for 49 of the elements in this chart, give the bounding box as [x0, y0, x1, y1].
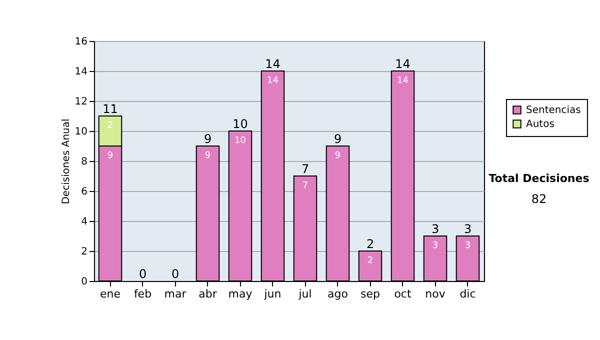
y-tick-label: 14	[74, 66, 88, 78]
total-label: 14	[395, 57, 410, 71]
text: Total Decisiones	[488, 172, 590, 185]
y-tick-label: 10	[74, 126, 88, 138]
x-tick-label: dic	[460, 288, 476, 300]
data-label: 10	[234, 136, 246, 146]
y-tick-label: 12	[74, 96, 88, 108]
x-tick-label: feb	[134, 288, 152, 300]
total-label: 0	[171, 267, 180, 281]
y-tick-label: 6	[81, 186, 88, 198]
data-label: 9	[204, 151, 211, 161]
data-label: 2	[367, 256, 374, 266]
total-label: 10	[232, 117, 248, 131]
total-label: 14	[265, 57, 280, 71]
total-label: 9	[334, 132, 342, 146]
y-tick-label: 4	[81, 216, 88, 228]
x-tick-label: may	[228, 288, 253, 300]
data-label: 9	[107, 151, 114, 161]
total-label: 11	[102, 102, 118, 116]
data-label: 2	[107, 121, 114, 131]
total-label: 7	[301, 162, 310, 176]
x-tick-label: sep	[360, 288, 380, 300]
data-label: 3	[464, 241, 471, 251]
total-label: 3	[431, 222, 440, 236]
x-tick-label: jul	[298, 288, 312, 300]
legend-label: Sentencias	[526, 105, 581, 116]
y-tick-label: 2	[81, 246, 88, 258]
data-label: 14	[267, 76, 279, 86]
data-label: 14	[397, 76, 409, 86]
x-tick-label: ago	[328, 288, 348, 300]
data-label: 3	[432, 241, 438, 251]
x-tick-label: ene	[100, 288, 121, 300]
total-label: 9	[204, 132, 212, 146]
y-tick-label: 16	[74, 36, 88, 48]
legend-label: Autos	[526, 119, 554, 130]
data-label: 7	[302, 181, 308, 191]
total-label: 0	[138, 267, 147, 281]
x-tick-label: abr	[198, 288, 218, 300]
total-label: 3	[464, 222, 472, 236]
x-tick-label: mar	[164, 288, 187, 300]
x-tick-label: oct	[394, 288, 412, 300]
total-label: 2	[366, 237, 374, 251]
x-tick-label: jun	[263, 288, 282, 300]
y-axis-title: Decisiones Anual	[60, 118, 72, 204]
text: 82	[531, 192, 547, 206]
y-tick-label: 0	[81, 276, 88, 288]
y-tick-label: 8	[81, 156, 88, 168]
x-tick-label: nov	[425, 288, 446, 300]
data-label: 9	[334, 151, 341, 161]
